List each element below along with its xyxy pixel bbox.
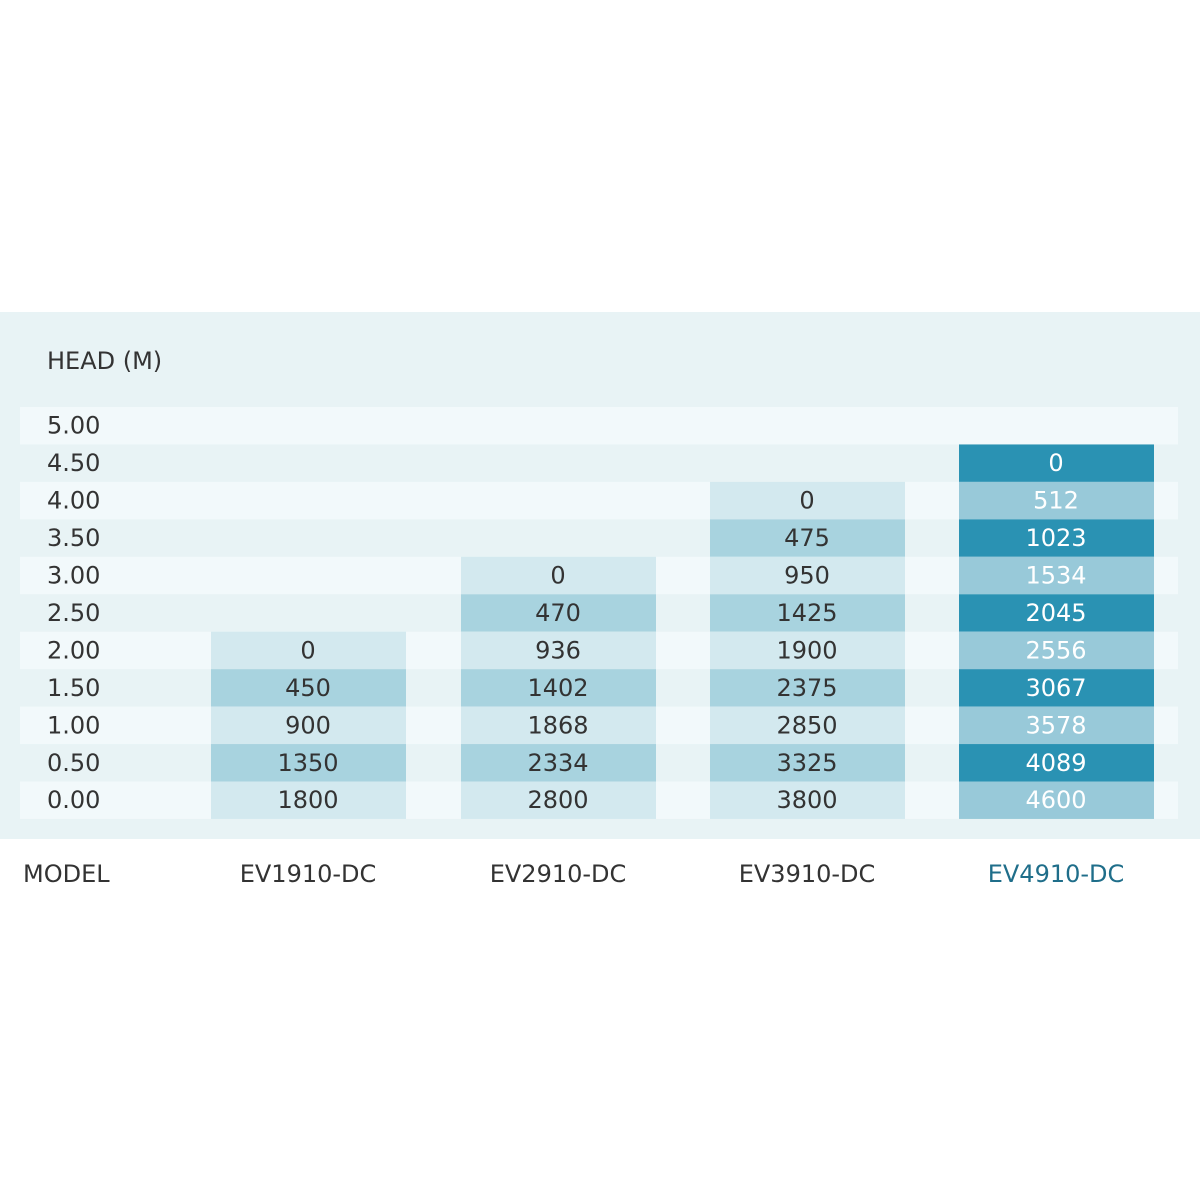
cell <box>959 669 1154 707</box>
head-value: 2.00 <box>47 636 100 664</box>
cell-value: 470 <box>535 599 581 627</box>
cell <box>710 519 905 557</box>
cell <box>710 744 905 782</box>
cell-value: 4600 <box>1025 786 1086 814</box>
head-value: 3.50 <box>47 524 100 552</box>
cell <box>959 744 1154 782</box>
cell <box>211 744 406 782</box>
cell-value: 1023 <box>1025 524 1086 552</box>
model-name: EV3910-DC <box>739 860 876 888</box>
cell <box>461 706 656 745</box>
cell-value: 1900 <box>776 636 837 664</box>
head-value: 0.50 <box>47 749 100 777</box>
cell-value: 0 <box>1048 449 1063 477</box>
cell <box>461 781 656 819</box>
cell-value: 2375 <box>776 674 837 702</box>
head-value: 4.00 <box>47 487 100 515</box>
head-value: 5.00 <box>47 412 100 440</box>
cell-value: 2556 <box>1025 636 1086 664</box>
cell <box>211 631 406 670</box>
head-value: 4.50 <box>47 449 100 477</box>
cell <box>211 706 406 745</box>
cell-value: 4089 <box>1025 749 1086 777</box>
cell <box>461 594 656 632</box>
cell-value: 1800 <box>277 786 338 814</box>
cell <box>959 481 1154 520</box>
cell <box>959 781 1154 819</box>
cell-value: 2800 <box>527 786 588 814</box>
cell-value: 1402 <box>527 674 588 702</box>
cell <box>959 594 1154 632</box>
model-label: MODEL <box>23 860 110 888</box>
head-value: 1.00 <box>47 711 100 739</box>
cell-value: 3325 <box>776 749 837 777</box>
cell-value: 2045 <box>1025 599 1086 627</box>
cell <box>461 669 656 707</box>
cell-value: 936 <box>535 636 581 664</box>
cell <box>461 631 656 670</box>
cell <box>959 519 1154 557</box>
cell-value: 900 <box>285 711 331 739</box>
cell-value: 1350 <box>277 749 338 777</box>
model-name: EV2910-DC <box>490 860 627 888</box>
cell-value: 512 <box>1033 487 1079 515</box>
cell-value: 475 <box>784 524 830 552</box>
cell-value: 3067 <box>1025 674 1086 702</box>
cell-value: 1534 <box>1025 562 1086 590</box>
cell <box>959 706 1154 745</box>
cell <box>959 556 1154 595</box>
model-name: EV1910-DC <box>240 860 377 888</box>
head-value: 0.00 <box>47 786 100 814</box>
head-title: HEAD (M) <box>47 347 162 375</box>
head-value: 2.50 <box>47 599 100 627</box>
cell-value: 950 <box>784 562 830 590</box>
cell <box>710 594 905 632</box>
cell-value: 3800 <box>776 786 837 814</box>
head-value: 3.00 <box>47 562 100 590</box>
cell <box>461 556 656 595</box>
cell-value: 0 <box>799 487 814 515</box>
head-value: 1.50 <box>47 674 100 702</box>
cell-value: 0 <box>550 562 565 590</box>
row-stripe <box>20 407 1178 445</box>
cell-value: 2850 <box>776 711 837 739</box>
cell <box>959 631 1154 670</box>
cell-value: 1868 <box>527 711 588 739</box>
cell-value: 3578 <box>1025 711 1086 739</box>
cell <box>710 706 905 745</box>
cell <box>461 744 656 782</box>
cell-value: 1425 <box>776 599 837 627</box>
cell <box>710 669 905 707</box>
cell <box>211 781 406 819</box>
model-name: EV4910-DC <box>988 860 1125 888</box>
cell-value: 450 <box>285 674 331 702</box>
cell <box>710 631 905 670</box>
cell <box>211 669 406 707</box>
cell <box>710 481 905 520</box>
cell-value: 0 <box>300 636 315 664</box>
cell <box>959 444 1154 482</box>
cell <box>710 556 905 595</box>
cell <box>710 781 905 819</box>
cell-value: 2334 <box>527 749 588 777</box>
